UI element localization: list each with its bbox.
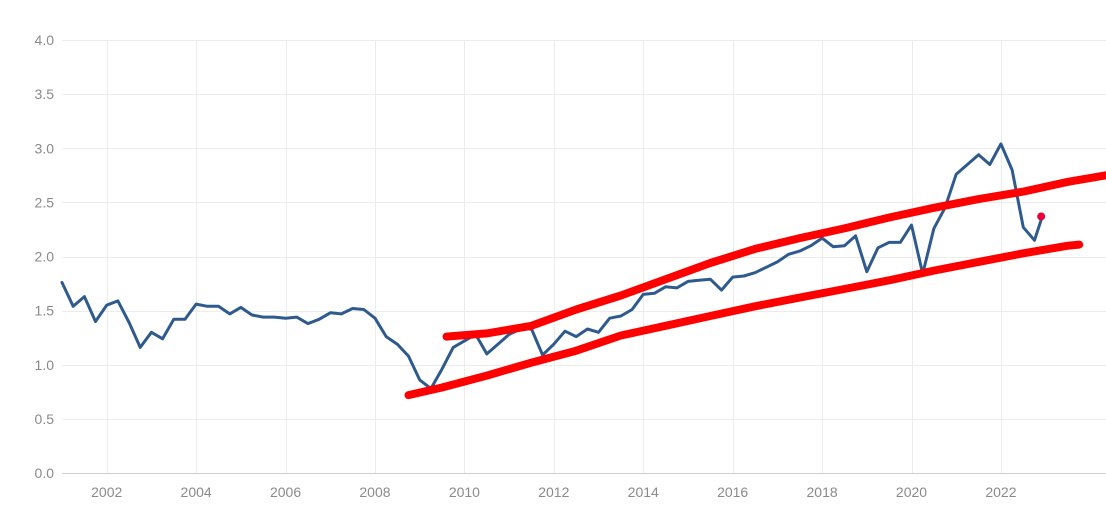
- x-tick-label: 2020: [896, 484, 927, 500]
- y-tick-label: 3.0: [35, 140, 55, 156]
- highlight-point: [1037, 212, 1046, 221]
- y-tick-label: 0.0: [35, 465, 55, 481]
- x-tick-label: 2022: [985, 484, 1016, 500]
- y-tick-label: 3.5: [35, 86, 55, 102]
- y-tick-label: 2.0: [35, 249, 55, 265]
- y-axis-ticks: 0.0 0.5 1.0 1.5 2.0 2.5 3.0 3.5 4.0: [35, 32, 55, 481]
- y-tick-label: 1.0: [35, 357, 55, 373]
- trend-line: [442, 171, 1106, 341]
- x-tick-label: 2016: [717, 484, 748, 500]
- y-tick-label: 2.5: [35, 194, 55, 210]
- grid: [62, 40, 1106, 473]
- x-tick-label: 2018: [807, 484, 838, 500]
- x-tick-label: 2002: [91, 484, 122, 500]
- series: [60, 142, 1043, 391]
- x-tick-label: 2008: [359, 484, 390, 500]
- x-tick-label: 2010: [449, 484, 480, 500]
- y-tick-label: 4.0: [35, 32, 55, 48]
- x-tick-label: 2014: [628, 484, 659, 500]
- y-tick-label: 1.5: [35, 303, 55, 319]
- annotations: [404, 171, 1106, 400]
- trend-line: [404, 240, 1084, 400]
- x-tick-label: 2012: [538, 484, 569, 500]
- x-tick-label: 2006: [270, 484, 301, 500]
- series-line: [60, 142, 1043, 391]
- y-tick-label: 0.5: [35, 411, 55, 427]
- x-tick-label: 2004: [181, 484, 212, 500]
- x-axis-ticks: 2002 2004 2006 2008 2010 2012 2014 2016 2018 2020…: [91, 484, 1017, 500]
